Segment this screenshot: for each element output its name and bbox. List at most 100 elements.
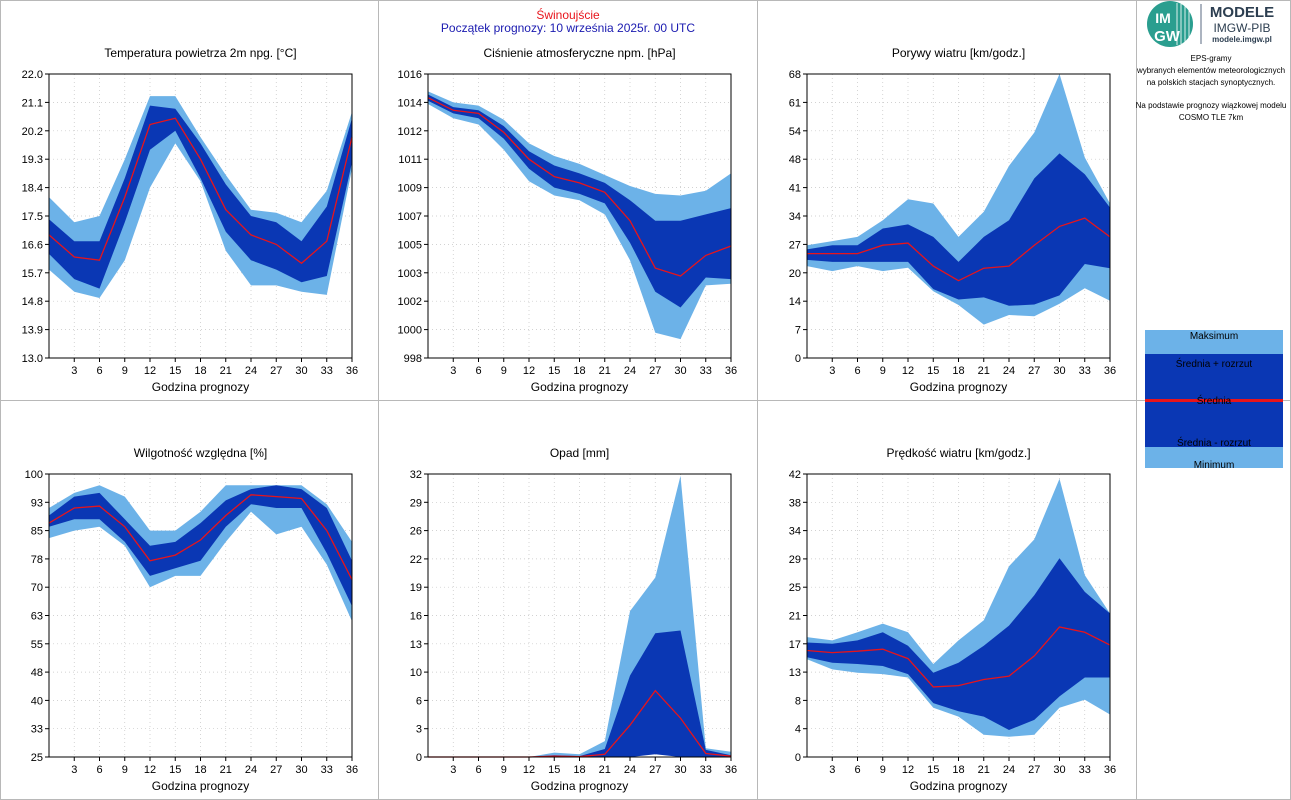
x-tick-label: 12 (902, 365, 914, 377)
x-tick-label: 12 (523, 365, 535, 377)
y-tick-label: 70 (31, 582, 43, 594)
y-tick-label: 0 (416, 752, 422, 764)
legend-mean: Średnia (1197, 394, 1232, 407)
y-tick-label: 38 (789, 497, 801, 509)
legend-max: Maksimum (1190, 331, 1238, 342)
legend-mean-minus: Średnia - rozrzut (1177, 436, 1251, 449)
y-tick-label: 16 (410, 611, 422, 623)
y-tick-label: 61 (789, 97, 801, 109)
y-tick-label: 1016 (398, 69, 422, 81)
x-tick-label: 15 (927, 365, 939, 377)
y-tick-label: 34 (789, 526, 801, 538)
y-tick-label: 0 (795, 353, 801, 365)
y-tick-label: 8 (795, 695, 801, 707)
band-spread-wind-gusts (807, 153, 1110, 306)
side-info-line-5: Na podstawie prognozy wiązkowej modelu (1136, 101, 1287, 110)
y-tick-label: 1011 (398, 154, 422, 166)
x-tick-label: 21 (978, 365, 990, 377)
x-tick-label: 21 (599, 764, 611, 776)
x-tick-label: 18 (194, 365, 206, 377)
chart-title-wind-gusts: Porywy wiatru [km/godz.] (892, 46, 1025, 60)
x-tick-label: 36 (1104, 365, 1116, 377)
x-tick-label: 9 (122, 365, 128, 377)
y-tick-label: 1000 (398, 325, 422, 337)
y-tick-label: 54 (789, 126, 801, 138)
x-tick-label: 9 (880, 764, 886, 776)
chart-title-wind-speed: Prędkość wiatru [km/godz.] (886, 446, 1030, 460)
grid-temperature (49, 73, 353, 359)
x-tick-label: 30 (1053, 365, 1065, 377)
side-info-line-6: COSMO TLE 7km (1179, 113, 1244, 122)
x-tick-label: 6 (854, 764, 860, 776)
x-axis-label-wind-speed: Godzina prognozy (910, 779, 1007, 793)
y-tick-label: 17.5 (22, 211, 43, 223)
y-tick-label: 26 (410, 526, 422, 538)
y-tick-label: 32 (410, 469, 422, 481)
x-tick-label: 27 (649, 764, 661, 776)
y-tick-label: 85 (31, 526, 43, 538)
y-tick-label: 1012 (398, 126, 422, 138)
y-tick-label: 998 (404, 353, 422, 365)
x-tick-label: 36 (1104, 764, 1116, 776)
y-tick-label: 78 (31, 554, 43, 566)
chart-temperature: Temperatura powietrza 2m npg. [°C] 13.0 13… (22, 46, 359, 394)
x-tick-label: 30 (295, 365, 307, 377)
x-tick-label: 3 (450, 365, 456, 377)
x-tick-label: 12 (523, 764, 535, 776)
x-tick-label: 15 (927, 764, 939, 776)
y-tick-label: 22 (410, 554, 422, 566)
x-tick-label: 30 (674, 365, 686, 377)
x-tick-label: 15 (548, 764, 560, 776)
x-tick-label: 24 (1003, 365, 1015, 377)
x-tick-label: 18 (952, 365, 964, 377)
y-tick-label: 3 (416, 724, 422, 736)
station-name: Świnoujście (536, 7, 600, 22)
logo-line1: MODELE (1210, 4, 1274, 21)
x-tick-label: 21 (978, 764, 990, 776)
y-tick-label: 22.0 (22, 69, 43, 81)
band-spread-temperature (49, 105, 352, 289)
legend-min: Minimum (1194, 460, 1235, 471)
chart-humidity: Wilgotność względna [%]25334048556370788… (25, 446, 358, 793)
x-tick-label: 15 (548, 365, 560, 377)
chart-title-temperature: Temperatura powietrza 2m npg. [°C] (104, 46, 296, 60)
y-tick-label: 4 (795, 724, 801, 736)
y-tick-label: 16.6 (22, 239, 43, 251)
y-tick-label: 1003 (398, 268, 422, 280)
x-tick-label: 15 (169, 764, 181, 776)
y-tick-label: 20 (789, 268, 801, 280)
x-tick-label: 3 (829, 764, 835, 776)
x-tick-label: 30 (1053, 764, 1065, 776)
logo-mark-bottom: GW (1154, 28, 1181, 45)
x-tick-label: 24 (245, 365, 257, 377)
band-spread-precipitation (428, 630, 731, 757)
x-tick-label: 6 (854, 365, 860, 377)
mean-line-humidity (48, 494, 353, 580)
x-axis-label-wind-gusts: Godzina prognozy (910, 380, 1007, 394)
x-tick-label: 27 (1028, 365, 1040, 377)
logo-line2: IMGW-PIB (1213, 21, 1270, 35)
y-tick-label: 18.4 (22, 183, 43, 195)
y-tick-label: 42 (789, 469, 801, 481)
y-tick-label: 21 (789, 611, 801, 623)
x-tick-label: 27 (1028, 764, 1040, 776)
y-tick-label: 29 (410, 497, 422, 509)
chart-wind-speed: Prędkość wiatru [km/godz.] 0 4 8 13 17 21 25 29 3… (789, 446, 1116, 793)
x-tick-label: 36 (346, 365, 358, 377)
y-tick-label: 40 (31, 695, 43, 707)
x-tick-label: 3 (829, 365, 835, 377)
y-tick-label: 7 (795, 325, 801, 337)
side-info-line-1: EPS-gramy (1191, 54, 1232, 63)
x-tick-label: 27 (649, 365, 661, 377)
chart-pressure: Ciśnienie atmosferyczne npm. [hPa] 998 100… (398, 46, 738, 394)
x-tick-label: 21 (220, 365, 232, 377)
x-tick-label: 21 (599, 365, 611, 377)
y-tick-label: 0 (795, 752, 801, 764)
logo-mark-top: IM (1155, 10, 1171, 26)
y-tick-label: 13 (410, 639, 422, 651)
x-tick-label: 9 (501, 365, 507, 377)
x-tick-label: 24 (1003, 764, 1015, 776)
x-tick-label: 30 (295, 764, 307, 776)
x-tick-label: 36 (725, 764, 737, 776)
side-info: EPS-gramy wybranych elementów meteorolog… (1136, 54, 1287, 122)
